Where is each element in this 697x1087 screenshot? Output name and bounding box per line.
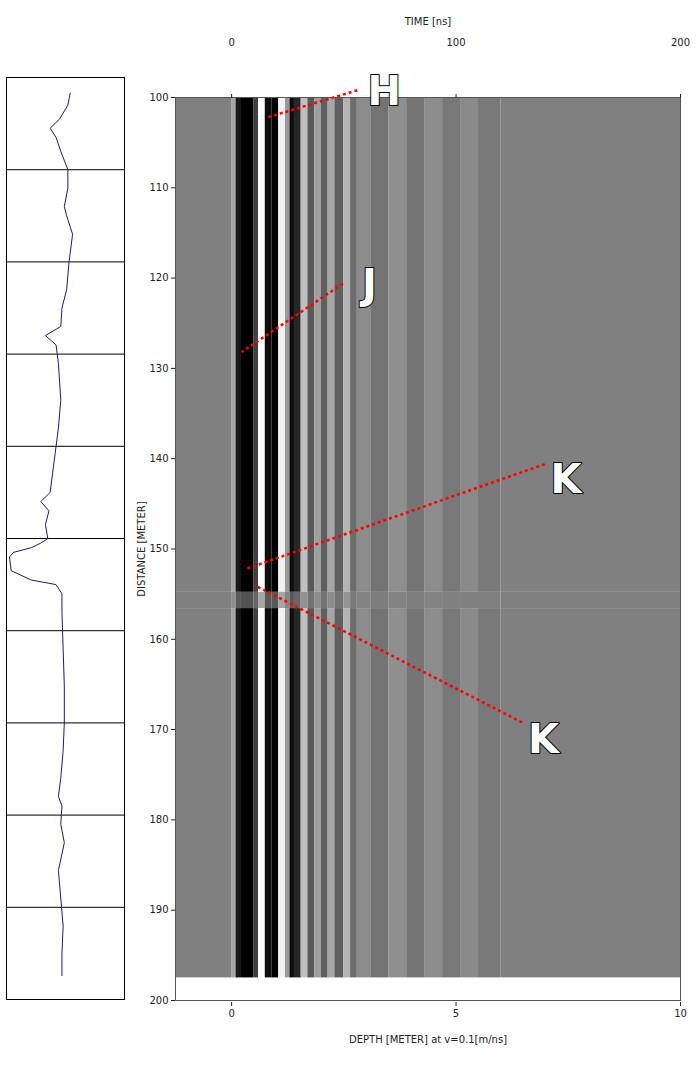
svg-text:180: 180 (149, 814, 168, 825)
svg-text:200: 200 (671, 37, 690, 48)
svg-text:150: 150 (149, 543, 168, 554)
svg-text:K: K (528, 716, 561, 762)
svg-text:190: 190 (149, 904, 168, 915)
svg-text:0: 0 (228, 37, 234, 48)
svg-text:TIME [ns]: TIME [ns] (404, 16, 452, 27)
svg-text:J: J (359, 261, 377, 307)
svg-text:140: 140 (149, 453, 168, 464)
svg-text:200: 200 (149, 995, 168, 1006)
svg-text:H: H (367, 68, 400, 114)
svg-text:0: 0 (228, 1008, 234, 1019)
svg-text:130: 130 (149, 363, 168, 374)
svg-text:DEPTH [METER] at v=0.1[m/ns]: DEPTH [METER] at v=0.1[m/ns] (349, 1034, 507, 1045)
svg-text:100: 100 (149, 92, 168, 103)
svg-text:160: 160 (149, 634, 168, 645)
svg-text:DISTANCE [METER]: DISTANCE [METER] (136, 501, 147, 596)
svg-text:170: 170 (149, 724, 168, 735)
svg-text:10: 10 (674, 1008, 687, 1019)
svg-text:100: 100 (447, 37, 466, 48)
svg-text:K: K (551, 456, 584, 502)
svg-text:120: 120 (149, 272, 168, 283)
svg-text:110: 110 (149, 182, 168, 193)
svg-text:5: 5 (453, 1008, 459, 1019)
